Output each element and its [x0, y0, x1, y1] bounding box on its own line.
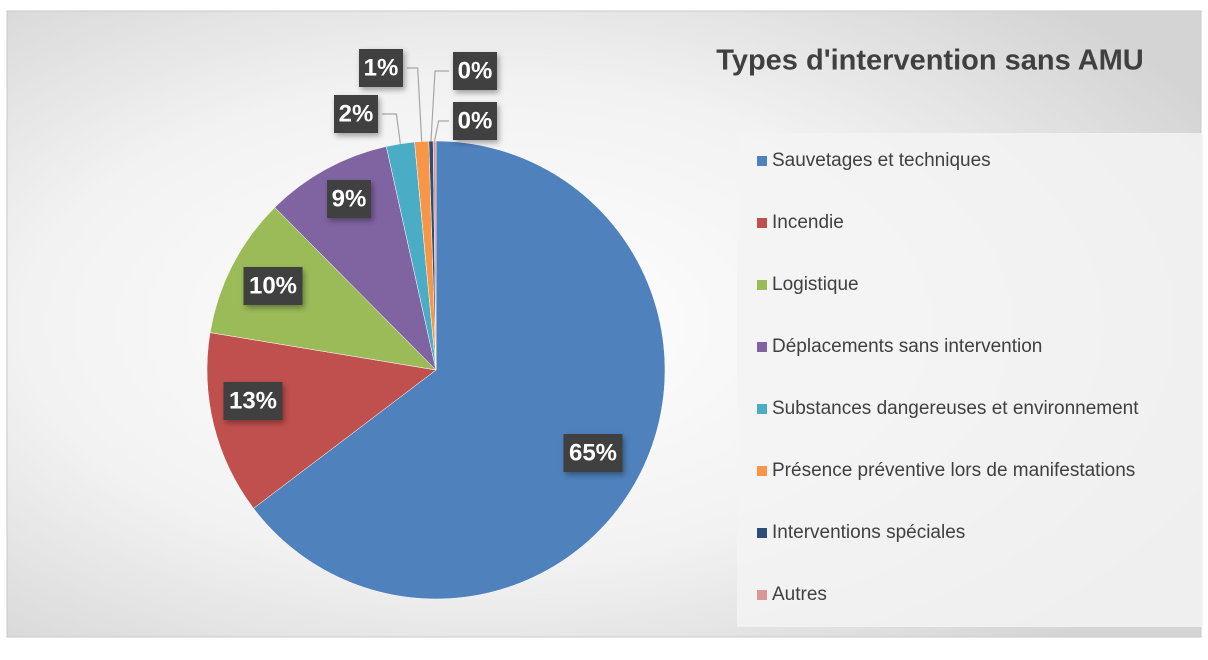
- pie: [206, 140, 666, 600]
- data-label: 13%: [229, 387, 277, 414]
- legend-label: Substances dangereuses et environnement: [772, 398, 1139, 419]
- legend-swatch: [757, 404, 767, 414]
- legend-box: [737, 133, 1203, 627]
- legend-label: Logistique: [772, 274, 859, 295]
- legend-swatch: [757, 156, 767, 166]
- data-labels: 65% 13% 10% 9% 2% 1% 0% 0%: [223, 49, 623, 472]
- legend-label: Déplacements sans intervention: [772, 336, 1042, 357]
- legend-label: Autres: [772, 584, 827, 605]
- data-label: 10%: [249, 272, 297, 299]
- legend-label: Incendie: [772, 212, 844, 233]
- chart-title: Types d'intervention sans AMU: [716, 45, 1143, 77]
- data-label-box: [334, 95, 378, 133]
- legend-label: Interventions spéciales: [772, 522, 965, 543]
- data-label: 1%: [364, 54, 399, 81]
- data-label-box: [563, 434, 623, 472]
- data-label-box: [327, 180, 371, 218]
- pie-slice: [209, 207, 437, 371]
- data-label-box: [453, 102, 497, 140]
- leader-line: [407, 67, 423, 142]
- data-label-box: [223, 382, 283, 420]
- data-label-box: [243, 267, 303, 305]
- data-label: 9%: [332, 185, 367, 212]
- data-label-box: [453, 52, 497, 90]
- data-label-box: [359, 49, 403, 87]
- legend-swatch: [757, 466, 767, 476]
- pie-slice: [206, 332, 437, 509]
- pie-slice: [432, 140, 437, 371]
- legend-label: Sauvetages et techniques: [772, 150, 991, 171]
- data-label: 65%: [569, 439, 617, 466]
- leader-line: [430, 70, 449, 142]
- data-label: 0%: [458, 107, 493, 134]
- legend-label: Présence préventive lors de manifestatio…: [772, 460, 1135, 481]
- data-label: 0%: [458, 57, 493, 84]
- legend-swatch: [757, 528, 767, 538]
- legend-swatch: [757, 280, 767, 290]
- legend-swatch: [757, 342, 767, 352]
- pie-slice: [274, 146, 437, 371]
- leader-line: [382, 113, 401, 144]
- data-label: 2%: [339, 100, 374, 127]
- pie-slice: [253, 140, 666, 600]
- legend: Sauvetages et techniques Incendie Logistiq…: [757, 150, 1139, 605]
- leader-line: [433, 120, 449, 142]
- legend-swatch: [757, 590, 767, 600]
- legend-swatch: [757, 218, 767, 228]
